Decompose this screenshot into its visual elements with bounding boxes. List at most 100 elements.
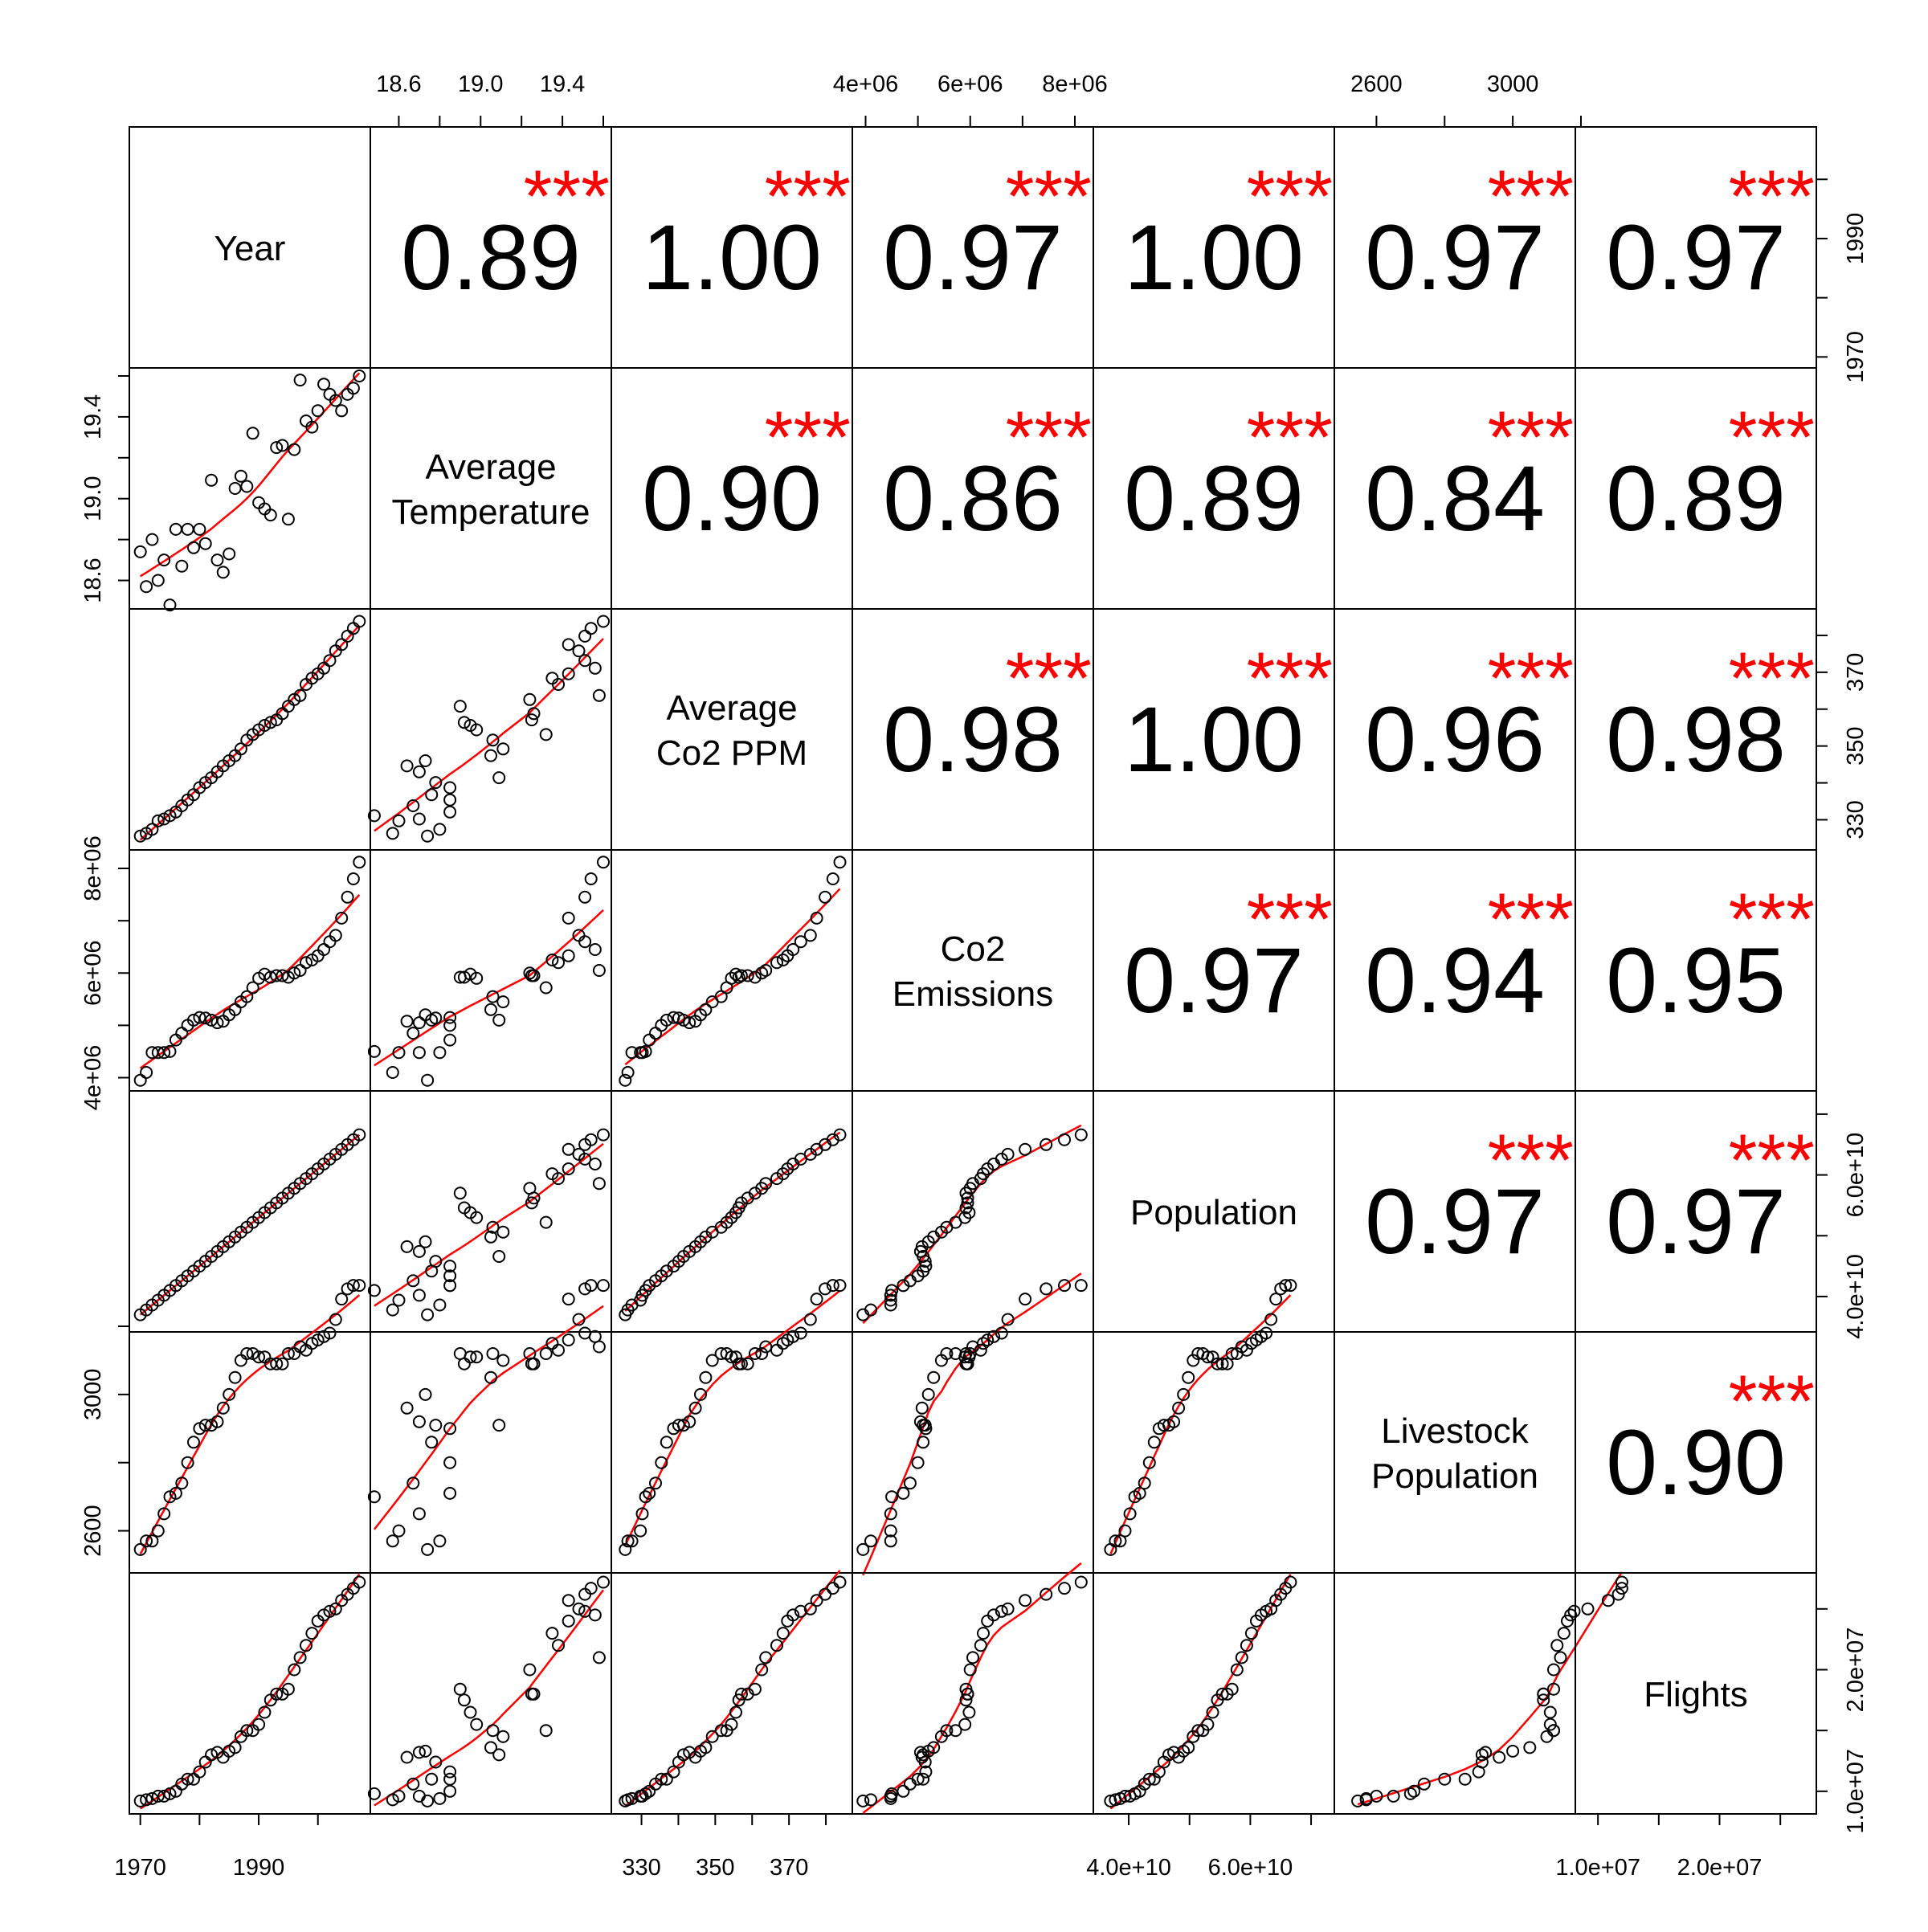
tick-label: 2600 — [1350, 71, 1403, 97]
data-point — [133, 829, 147, 843]
data-point — [1230, 1663, 1244, 1677]
data-point — [367, 809, 381, 823]
panel-r2-c1 — [367, 608, 612, 851]
data-point — [429, 776, 443, 790]
data-point — [1264, 1313, 1278, 1326]
panel-r5-c0 — [129, 1279, 371, 1574]
correlation-value: 0.84 — [1365, 447, 1545, 550]
data-point — [592, 964, 606, 977]
data-point — [584, 622, 598, 635]
data-point — [884, 1293, 897, 1307]
data-point — [794, 935, 807, 949]
data-point — [293, 1651, 307, 1664]
data-point — [205, 473, 219, 487]
panel-frame — [129, 367, 371, 610]
panel-frame — [1334, 1572, 1576, 1815]
data-point — [995, 1326, 1008, 1340]
panel-r5-c2 — [611, 1279, 853, 1574]
data-point — [959, 1682, 973, 1696]
data-point — [1142, 1456, 1156, 1469]
data-point — [1206, 1705, 1219, 1719]
data-point — [193, 1765, 206, 1779]
data-point — [1225, 1682, 1239, 1696]
data-point — [470, 1718, 484, 1731]
tick-label: 6e+06 — [80, 941, 106, 1006]
data-point — [562, 1334, 575, 1346]
tick-label: 19.4 — [80, 394, 106, 439]
data-point — [175, 1477, 189, 1490]
panel-r1-c1: Average Temperature — [370, 367, 612, 610]
data-point — [400, 1401, 414, 1415]
data-point — [786, 943, 800, 956]
data-point — [734, 1687, 748, 1701]
data-point — [919, 1765, 933, 1779]
significance-stars: *** — [1247, 156, 1333, 238]
data-point — [181, 1456, 194, 1469]
data-point — [300, 956, 312, 970]
data-point — [157, 1046, 171, 1060]
data-point — [759, 1651, 773, 1664]
data-point — [884, 1289, 897, 1302]
data-point — [1235, 1651, 1248, 1664]
smooth-line — [140, 372, 361, 578]
data-point — [367, 1490, 381, 1504]
variable-label: Population — [1371, 1456, 1538, 1496]
data-point — [140, 1534, 153, 1548]
data-point — [492, 1419, 506, 1432]
data-point — [443, 1269, 457, 1283]
panel-r4-c5: 0.97*** — [1334, 1090, 1576, 1333]
tick-label: 1.0e+07 — [1843, 1749, 1869, 1834]
data-point — [157, 1789, 171, 1803]
data-point — [903, 1477, 917, 1490]
data-point — [961, 1196, 974, 1210]
data-point — [419, 1008, 432, 1022]
data-point — [169, 1486, 182, 1500]
data-point — [492, 1748, 506, 1762]
data-point — [406, 1274, 420, 1288]
correlation-value: 0.89 — [1606, 447, 1786, 550]
data-point — [353, 856, 366, 869]
data-point — [258, 967, 272, 981]
data-point — [1001, 1313, 1015, 1326]
data-point — [962, 1705, 976, 1719]
data-point — [453, 1187, 467, 1200]
data-point — [1260, 1326, 1273, 1340]
data-point — [977, 1337, 990, 1350]
data-point — [676, 1748, 690, 1762]
data-point — [1118, 1524, 1132, 1538]
panel-r5-c5: Livestock Population — [1334, 1331, 1576, 1574]
data-point — [770, 1343, 783, 1357]
data-point — [1074, 1279, 1088, 1293]
data-point — [562, 1594, 575, 1607]
smooth-line — [139, 1294, 361, 1555]
data-point — [258, 719, 272, 732]
data-point — [584, 1279, 598, 1293]
panel-frame — [129, 1090, 371, 1333]
data-point — [433, 1298, 447, 1312]
data-point — [496, 995, 510, 1009]
data-point — [412, 1746, 426, 1759]
data-point — [1001, 1602, 1015, 1615]
data-point — [443, 1260, 457, 1273]
panel-r1-c4: 0.89*** — [1093, 367, 1335, 610]
data-point — [592, 1651, 606, 1664]
data-point — [1475, 1748, 1489, 1762]
correlation-value: 1.00 — [642, 206, 822, 309]
data-point — [776, 1627, 790, 1640]
data-point — [406, 799, 420, 812]
panel-r4-c3 — [852, 1090, 1094, 1333]
data-point — [667, 1765, 680, 1779]
data-point — [578, 629, 592, 643]
panel-frame — [611, 608, 853, 851]
data-point — [198, 1419, 212, 1432]
correlation-value: 1.00 — [1124, 206, 1304, 309]
smooth-line — [1109, 1294, 1292, 1555]
data-point — [732, 970, 745, 984]
variable-label: Co2 PPM — [656, 733, 807, 773]
data-point — [429, 1755, 443, 1769]
data-point — [552, 1639, 565, 1652]
data-point — [281, 1682, 295, 1696]
panel-r6-c2 — [611, 1570, 853, 1815]
data-point — [353, 1279, 366, 1293]
